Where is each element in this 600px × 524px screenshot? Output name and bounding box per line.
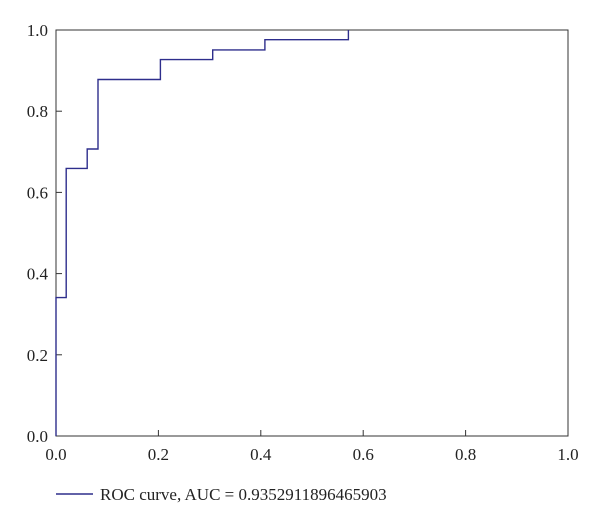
x-axis-ticks: 0.0 0.2 0.4 0.6 0.8 1.0 xyxy=(45,430,579,464)
y-tick-label: 1.0 xyxy=(27,21,48,40)
x-tick-label: 1.0 xyxy=(557,445,578,464)
roc-curve-line xyxy=(55,30,350,436)
x-tick-label: 0.8 xyxy=(455,445,476,464)
y-axis-ticks: 0.0 0.2 0.4 0.6 0.8 1.0 xyxy=(27,21,62,446)
plot-frame xyxy=(55,29,569,437)
x-tick-label: 0.0 xyxy=(45,445,66,464)
y-tick-label: 0.4 xyxy=(27,265,49,284)
y-tick-label: 0.2 xyxy=(27,346,48,365)
x-tick-label: 0.4 xyxy=(250,445,272,464)
legend-label: ROC curve, AUC = 0.9352911896465903 xyxy=(100,485,387,504)
series-layer xyxy=(55,30,350,436)
x-tick-label: 0.2 xyxy=(148,445,169,464)
legend: ROC curve, AUC = 0.9352911896465903 xyxy=(56,485,387,504)
y-tick-label: 0.0 xyxy=(27,427,48,446)
y-tick-label: 0.6 xyxy=(27,183,48,202)
y-tick-label: 0.8 xyxy=(27,102,48,121)
x-tick-label: 0.6 xyxy=(353,445,374,464)
